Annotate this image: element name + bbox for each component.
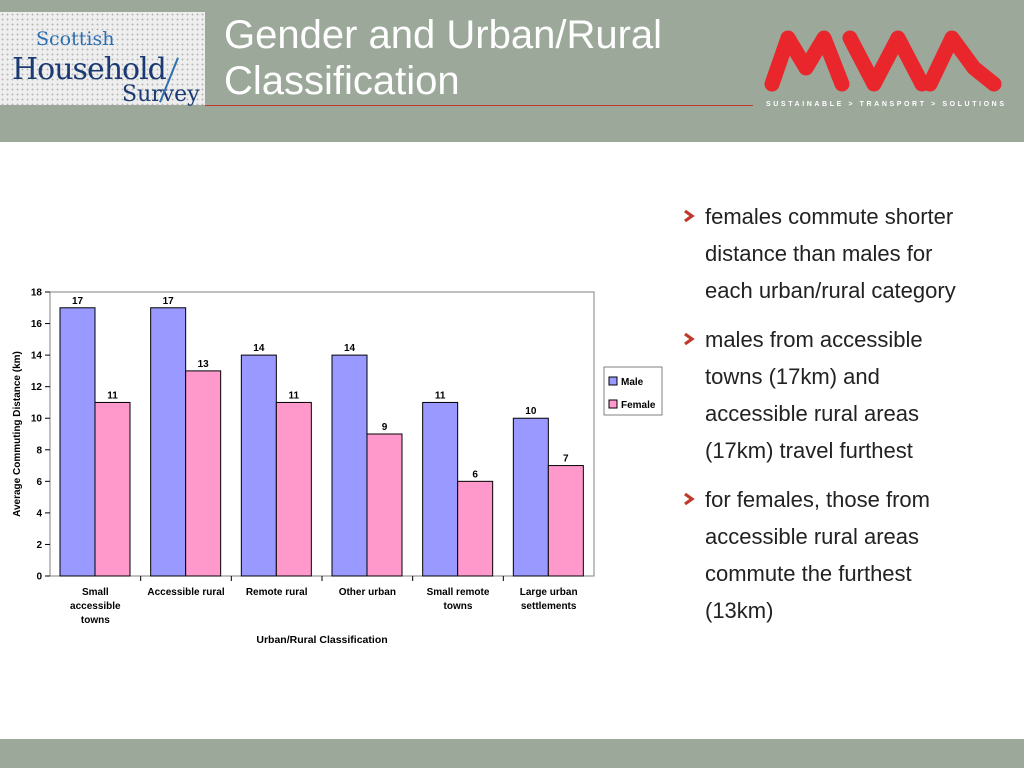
chevron-right-icon [684, 209, 695, 223]
y-axis-title: Average Commuting Distance (km) [12, 351, 23, 517]
bar-male [240, 354, 277, 577]
bullet-item: females commute shorter distance than ma… [682, 198, 982, 309]
slide-footer [0, 739, 1024, 768]
bar-female [547, 465, 584, 577]
y-tick-label: 6 [36, 477, 42, 488]
data-label: 13 [198, 359, 210, 370]
bar-male [331, 354, 368, 577]
data-label: 14 [253, 343, 265, 354]
bullet-item: males from accessible towns (17km) and a… [682, 321, 982, 469]
bar-male [150, 307, 187, 577]
y-tick-label: 12 [31, 382, 43, 393]
data-label: 11 [107, 390, 118, 401]
legend-label: Male [621, 377, 644, 388]
bar-female [275, 401, 312, 577]
data-label: 14 [344, 343, 356, 354]
data-label: 9 [382, 422, 388, 433]
data-label: 7 [563, 454, 569, 465]
x-tick-label: Small [82, 587, 109, 598]
legend-label: Female [621, 400, 656, 411]
bar-female [94, 401, 131, 577]
page-title: Gender and Urban/Rural Classification [224, 13, 663, 103]
data-label: 11 [289, 390, 300, 401]
y-tick-label: 4 [36, 508, 42, 519]
bullet-text: males from accessible towns (17km) and a… [705, 327, 923, 463]
data-label: 11 [435, 390, 446, 401]
x-tick-label: towns [444, 601, 473, 612]
y-tick-label: 0 [36, 572, 42, 583]
x-tick-label: settlements [521, 601, 577, 612]
y-tick-label: 18 [31, 288, 43, 299]
scottish-household-survey-logo: Scottish Household Survey [0, 12, 205, 107]
x-tick-label: Other urban [339, 587, 396, 598]
data-label: 17 [163, 296, 175, 307]
data-label: 17 [72, 296, 84, 307]
bar-female [185, 370, 222, 577]
x-tick-label: Accessible rural [147, 587, 224, 598]
logo-line-household: Household [12, 52, 167, 87]
x-tick-label: accessible [70, 601, 121, 612]
chevron-right-icon [684, 492, 695, 506]
legend-swatch-female [608, 399, 618, 409]
x-tick-label: Large urban [520, 587, 578, 598]
bullet-item: for females, those from accessible rural… [682, 481, 982, 629]
logo-line-scottish: Scottish [36, 28, 115, 50]
bullet-text: for females, those from accessible rural… [705, 487, 930, 623]
title-underline [205, 105, 753, 106]
mva-logo [764, 30, 1002, 92]
slide-header: Scottish Household Survey Gender and Urb… [0, 0, 1024, 142]
bullet-list: females commute shorter distance than ma… [682, 198, 982, 641]
chevron-right-icon [684, 332, 695, 346]
legend-swatch-male [608, 376, 618, 386]
y-tick-label: 10 [31, 414, 43, 425]
bullet-text: females commute shorter distance than ma… [705, 204, 956, 303]
bar-male [59, 307, 96, 577]
mva-tagline: SUSTAINABLE > TRANSPORT > SOLUTIONS [766, 101, 1007, 108]
data-label: 10 [525, 406, 537, 417]
y-tick-label: 2 [36, 540, 42, 551]
x-axis-title: Urban/Rural Classification [256, 634, 387, 646]
x-tick-label: Remote rural [246, 587, 308, 598]
x-tick-label: Small remote [427, 587, 490, 598]
bar-male [512, 417, 549, 577]
y-tick-label: 14 [31, 351, 43, 362]
bar-male [422, 401, 459, 577]
bar-female [366, 433, 403, 577]
commuting-distance-bar-chart: 0 2 4 6 8 10 12 14 16 18 17 17 14 14 11 10 11 13 11 9 6 7 Smal… [12, 288, 663, 646]
x-tick-label: towns [81, 615, 110, 626]
plot-area [49, 291, 595, 577]
data-label: 6 [472, 469, 478, 480]
y-tick-label: 16 [31, 319, 43, 330]
bar-female [457, 480, 494, 577]
y-tick-label: 8 [36, 445, 42, 456]
